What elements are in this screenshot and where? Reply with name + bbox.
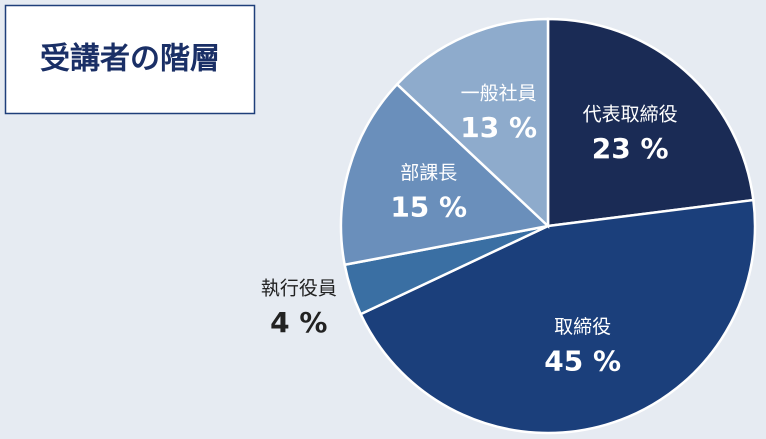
pie-slice (339, 82, 551, 267)
pie-slice (359, 198, 757, 435)
slice-label: 部課長 (400, 162, 457, 184)
value-label: 13 % (460, 111, 537, 144)
pie-slice (395, 17, 550, 229)
title-box (4, 4, 256, 115)
slice-label: 取締役 (554, 316, 611, 338)
pie-slice (546, 17, 755, 228)
value-label: 4 % (270, 306, 327, 339)
value-label: 23 % (592, 132, 669, 165)
value-label: 45 % (544, 344, 621, 377)
value-label: 15 % (390, 190, 467, 223)
slice-label: 執行役員 (261, 277, 337, 299)
slice-label: 一般社員 (461, 83, 537, 105)
slice-label: 代表取締役 (583, 103, 678, 125)
chart-title: 受講者の階層 (40, 42, 220, 77)
